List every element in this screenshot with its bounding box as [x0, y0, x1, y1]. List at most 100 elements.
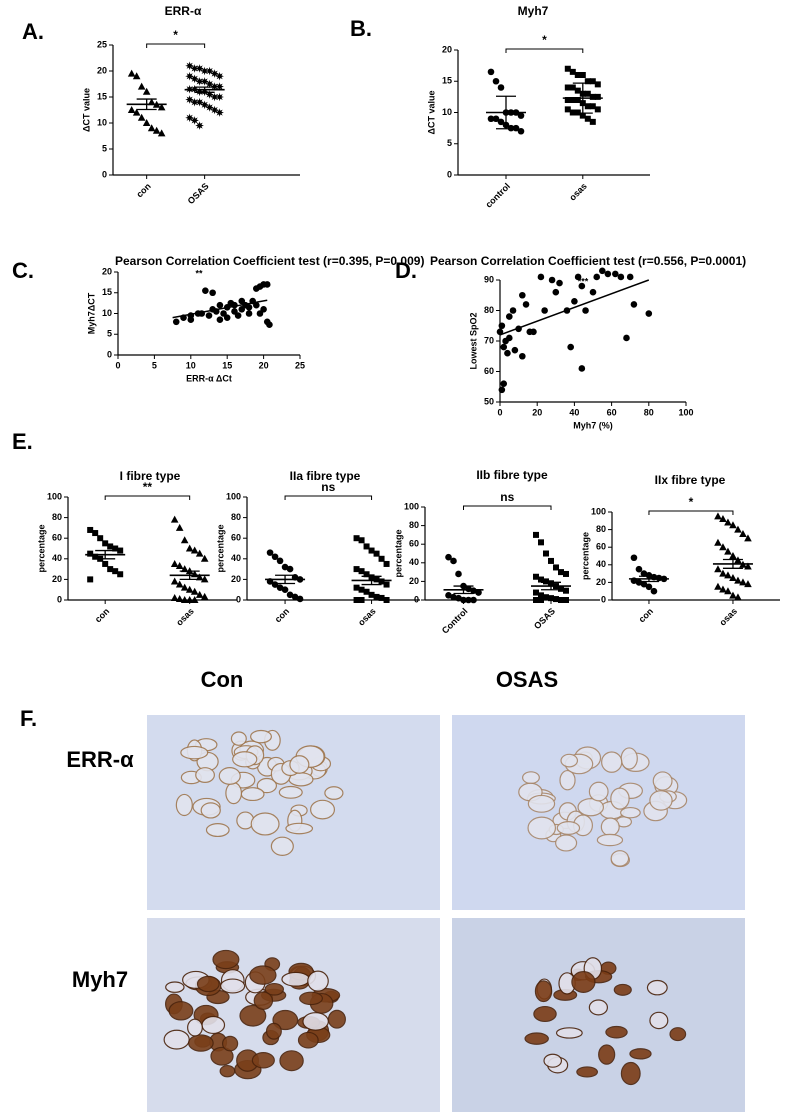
error-bar — [275, 574, 296, 585]
point — [734, 525, 742, 533]
point — [373, 593, 380, 600]
point — [215, 108, 224, 117]
point — [533, 597, 539, 603]
point — [564, 106, 571, 113]
point — [492, 77, 500, 85]
point — [195, 590, 204, 598]
point — [266, 321, 273, 329]
error-bar — [722, 558, 743, 569]
fibre — [270, 836, 294, 856]
chart-title: IIb fibre type — [476, 468, 548, 482]
point — [626, 273, 634, 281]
point — [719, 569, 727, 577]
fibre — [610, 850, 630, 867]
y-tick-label: 15 — [102, 287, 112, 297]
point — [537, 273, 545, 281]
point — [569, 97, 576, 103]
y-tick-label: 5 — [447, 138, 452, 148]
point — [569, 84, 576, 91]
significance-label: ns — [321, 480, 335, 494]
point — [358, 568, 365, 575]
point — [190, 64, 199, 73]
point — [553, 564, 559, 571]
fibre — [218, 767, 241, 785]
point — [112, 568, 119, 575]
fibre — [285, 822, 314, 835]
point — [137, 113, 146, 121]
fibre — [560, 753, 579, 768]
x-tick-label: osas — [174, 606, 196, 628]
point — [187, 316, 195, 324]
point — [281, 586, 289, 593]
point — [373, 576, 380, 583]
point — [363, 571, 370, 578]
point — [645, 583, 653, 591]
x-axis-label: ERR-α ΔCt — [186, 373, 232, 383]
point — [195, 549, 204, 557]
point — [593, 273, 601, 281]
point — [260, 306, 267, 313]
point — [470, 596, 477, 604]
fibre — [195, 767, 215, 783]
point — [455, 594, 462, 602]
point — [92, 530, 99, 537]
point — [117, 571, 124, 578]
point — [630, 301, 638, 308]
error-bar — [638, 575, 659, 583]
point — [202, 287, 209, 294]
point — [127, 69, 136, 77]
point — [175, 580, 184, 588]
point — [170, 577, 179, 585]
fibre — [225, 782, 243, 805]
point — [223, 314, 231, 321]
point — [475, 589, 482, 596]
significance-bracket — [104, 495, 191, 500]
point — [87, 576, 94, 583]
point — [190, 596, 199, 603]
point — [170, 593, 179, 601]
point — [574, 273, 582, 281]
point — [195, 77, 204, 86]
point — [147, 124, 156, 132]
point — [286, 565, 294, 573]
chart-title: Pearson Correlation Coefficient test (r=… — [115, 254, 424, 268]
point — [578, 282, 586, 290]
y-tick-label: 80 — [52, 512, 62, 522]
point — [558, 569, 564, 576]
fibre — [187, 1018, 203, 1037]
significance-bracket — [146, 43, 206, 48]
fibre — [620, 747, 638, 770]
point — [190, 546, 199, 554]
y-tick-label: 60 — [231, 533, 241, 543]
point — [175, 594, 184, 602]
fibre — [221, 1035, 239, 1052]
point — [205, 312, 213, 319]
fibre — [533, 1005, 557, 1023]
panel-label: C. — [12, 258, 34, 283]
point — [172, 318, 180, 326]
fibre — [555, 1027, 583, 1039]
fibre — [281, 971, 311, 987]
point — [589, 78, 596, 85]
point — [107, 566, 114, 573]
point — [200, 66, 209, 76]
point — [215, 82, 224, 91]
point — [724, 571, 732, 579]
point — [645, 572, 653, 579]
point — [579, 112, 586, 119]
point — [574, 97, 581, 103]
point — [594, 93, 601, 100]
point — [112, 545, 119, 552]
point — [574, 72, 581, 78]
fibre — [620, 1061, 641, 1086]
error-bar — [136, 98, 157, 111]
fibre — [324, 786, 344, 800]
point — [645, 310, 653, 317]
point — [724, 518, 732, 526]
point — [506, 334, 513, 342]
point — [383, 581, 390, 588]
fibre — [310, 799, 336, 820]
fibre — [289, 755, 310, 774]
significance-bracket — [505, 48, 584, 53]
point — [170, 559, 179, 567]
